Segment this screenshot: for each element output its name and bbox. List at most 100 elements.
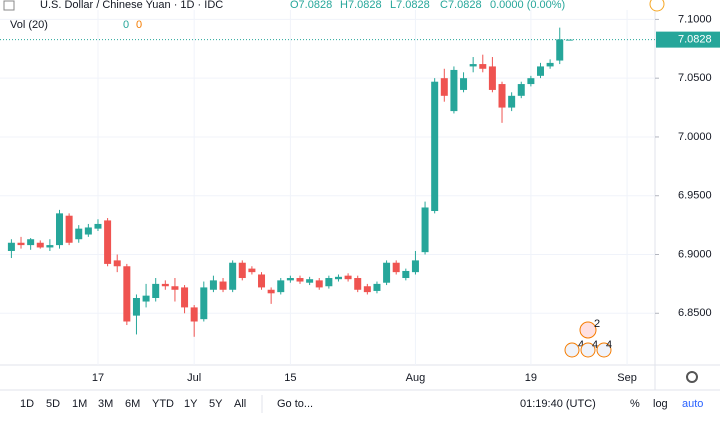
candle-body <box>402 270 410 279</box>
y-tick-label: 7.0000 <box>678 131 712 143</box>
x-tick-label: 17 <box>92 372 104 384</box>
volume-label[interactable]: Vol (20) <box>10 19 48 31</box>
range-button[interactable]: All <box>234 398 246 410</box>
range-button[interactable]: YTD <box>152 398 174 410</box>
x-tick-label: Jul <box>187 372 201 384</box>
volume-ma: 0 <box>136 19 142 31</box>
goto-button[interactable]: Go to... <box>277 398 313 410</box>
candle-body <box>161 283 169 287</box>
event-badge[interactable] <box>596 342 612 358</box>
candle-body <box>190 307 198 322</box>
candle-body <box>479 64 487 69</box>
x-tick-label: Aug <box>406 372 426 384</box>
range-button[interactable]: 1M <box>72 398 87 410</box>
candle-body <box>132 297 140 316</box>
candle-body <box>431 81 439 212</box>
y-tick-label: 6.9500 <box>678 190 712 202</box>
candle-body <box>508 95 516 108</box>
range-button[interactable]: 3M <box>98 398 113 410</box>
candle-body <box>411 260 419 273</box>
candle-body <box>75 228 83 240</box>
candle-body <box>488 66 496 90</box>
x-tick-label: Sep <box>617 372 637 384</box>
ohlc-close: C7.0828 <box>440 0 482 11</box>
candle-body <box>392 262 400 273</box>
y-tick-label: 6.8500 <box>678 307 712 319</box>
candle-body <box>469 64 477 67</box>
candle-body <box>238 262 246 279</box>
candle-body <box>460 78 468 90</box>
candle-body <box>219 281 227 290</box>
candle-body <box>344 275 352 280</box>
candle-body <box>209 280 217 290</box>
percent-toggle[interactable]: % <box>630 398 640 410</box>
candle-body <box>94 223 102 229</box>
candle-body <box>181 287 189 308</box>
auto-toggle[interactable]: auto <box>682 398 703 410</box>
candle-body <box>296 278 304 282</box>
settings-icon[interactable] <box>686 371 698 383</box>
y-tick-label: 7.0500 <box>678 72 712 84</box>
candle-body <box>123 266 131 322</box>
ohlc-change: 0.0000 (0.00%) <box>490 0 565 11</box>
candle-body <box>142 295 150 302</box>
candle-body <box>200 287 208 320</box>
candle-body <box>450 69 458 112</box>
y-tick-label: 7.1000 <box>678 13 712 25</box>
candle-body <box>277 280 285 293</box>
event-badge[interactable] <box>579 321 597 339</box>
candle-body <box>537 66 544 76</box>
candle-body <box>56 213 63 246</box>
candle-body <box>286 278 294 281</box>
candle-body <box>546 62 554 67</box>
candle-body <box>152 283 160 298</box>
range-button[interactable]: 1D <box>20 398 34 410</box>
candle-body <box>334 276 342 280</box>
x-tick-label: 15 <box>284 372 296 384</box>
candle-body <box>354 278 362 290</box>
log-toggle[interactable]: log <box>653 398 668 410</box>
last-price-box <box>656 31 720 48</box>
symbol-title: U.S. Dollar / Chinese Yuan · 1D · IDC <box>40 0 223 11</box>
candle-body <box>46 245 54 248</box>
candle-body <box>565 39 573 41</box>
candle-body <box>65 215 73 243</box>
candle-body <box>17 242 25 246</box>
range-button[interactable]: 6M <box>125 398 140 410</box>
y-tick-label: 6.9000 <box>678 248 712 260</box>
candle-body <box>383 262 391 283</box>
collapse-icon[interactable] <box>3 0 15 11</box>
candle-body <box>171 286 179 290</box>
candle-body <box>84 227 92 235</box>
event-badge[interactable] <box>564 342 580 358</box>
candle-body <box>113 260 121 267</box>
range-button[interactable]: 1Y <box>184 398 198 410</box>
candle-body <box>258 274 266 288</box>
candle-body <box>267 289 275 294</box>
candle-body <box>7 242 15 251</box>
candle-body <box>556 39 564 61</box>
ohlc-high: H7.0828 <box>340 0 382 11</box>
alert-icon[interactable] <box>649 0 665 12</box>
event-badge[interactable] <box>580 342 596 358</box>
clock: 01:19:40 (UTC) <box>520 398 596 410</box>
candle-body <box>27 239 35 246</box>
candle-body <box>315 280 323 288</box>
candle-body <box>527 78 535 85</box>
candle-body <box>104 220 112 264</box>
candle-body <box>229 262 237 290</box>
ohlc-open: O7.0828 <box>290 0 332 11</box>
candle-body <box>373 283 381 291</box>
candle-body <box>440 78 448 96</box>
x-tick-label: 19 <box>525 372 537 384</box>
candle-body <box>363 286 371 293</box>
candle-body <box>306 279 314 283</box>
candle-body <box>248 268 256 273</box>
candle-body <box>498 84 506 108</box>
event-count: 2 <box>594 318 600 330</box>
candle-body <box>421 207 429 253</box>
range-button[interactable]: 5Y <box>209 398 223 410</box>
range-button[interactable]: 5D <box>46 398 60 410</box>
candle-body <box>517 84 525 96</box>
